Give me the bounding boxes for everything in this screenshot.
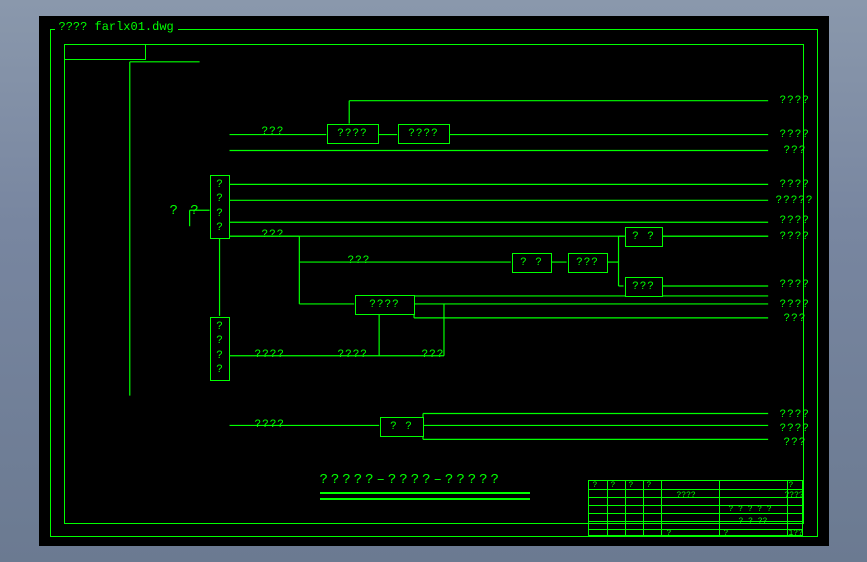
block-s1: ? ? xyxy=(512,253,552,273)
label-r6: ???? xyxy=(780,215,810,227)
label-r7: ???? xyxy=(780,231,810,243)
label-l_m1: ???? xyxy=(338,349,368,361)
label-r12: ???? xyxy=(780,423,810,435)
label-r11: ???? xyxy=(780,409,810,421)
label-r5: ????? xyxy=(776,195,814,207)
block-b3: ???? xyxy=(355,295,415,315)
label-r9: ???? xyxy=(780,299,810,311)
label-r1: ???? xyxy=(780,95,810,107)
vblock-top: ???? xyxy=(210,175,230,239)
label-l_t3: ???? xyxy=(255,349,285,361)
label-l_m2: ??? xyxy=(348,255,371,267)
wire-layer xyxy=(40,17,828,545)
block-b1: ???? xyxy=(327,124,379,144)
label-l_m3: ??? xyxy=(422,349,445,361)
label-r13: ??? xyxy=(784,437,807,449)
block-s4: ??? xyxy=(625,277,663,297)
label-l_t2: ??? xyxy=(262,229,285,241)
input-label: ? ? xyxy=(170,203,201,219)
block-b4: ? ? xyxy=(380,417,424,437)
title-block: ?????????????? ? ? ? ?? ? ????1?? xyxy=(588,480,803,536)
cad-canvas: ???? farlx01.dwg ???? ???? ? ? ???? ????… xyxy=(39,16,829,546)
vblock-bottom: ???? xyxy=(210,317,230,381)
diagram-caption: ?????–????–????? xyxy=(320,472,530,488)
label-r10: ??? xyxy=(784,313,807,325)
label-l_t4: ???? xyxy=(255,419,285,431)
label-r4: ???? xyxy=(780,179,810,191)
caption-text: ?????–????–????? xyxy=(320,472,502,488)
block-s3: ? ? xyxy=(625,227,663,247)
file-tab[interactable]: ???? farlx01.dwg xyxy=(55,19,178,35)
block-b2: ???? xyxy=(398,124,450,144)
label-l_t1: ??? xyxy=(262,126,285,138)
label-r8: ???? xyxy=(780,279,810,291)
label-r2: ???? xyxy=(780,129,810,141)
block-s2: ??? xyxy=(568,253,608,273)
label-r3: ??? xyxy=(784,145,807,157)
